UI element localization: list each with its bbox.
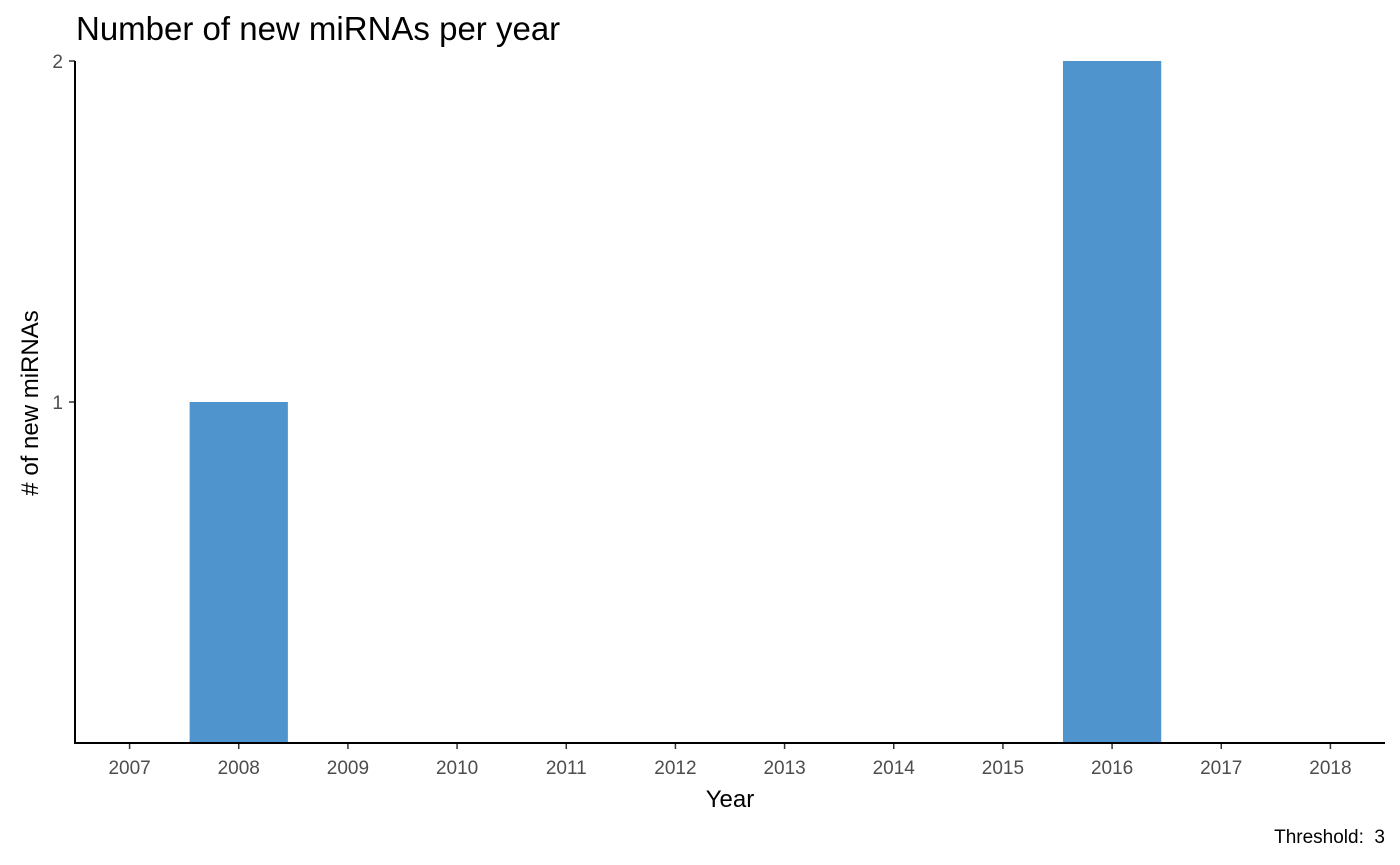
x-tick-label-2014: 2014 (873, 758, 916, 779)
bar-2016 (1062, 61, 1162, 743)
chart-title: Number of new miRNAs per year (76, 10, 560, 47)
x-tick-label-2018: 2018 (1309, 758, 1351, 779)
y-axis-ticks: 12 (52, 52, 75, 414)
x-tick-label-2009: 2009 (327, 758, 369, 779)
x-tick-label-2012: 2012 (654, 758, 696, 779)
x-tick-label-2013: 2013 (763, 758, 805, 779)
bars-group (189, 61, 1162, 743)
x-axis-title: Year (706, 786, 755, 813)
y-tick-label-2: 2 (52, 52, 63, 73)
x-tick-label-2007: 2007 (108, 758, 150, 779)
x-tick-label-2010: 2010 (436, 758, 478, 779)
x-tick-label-2011: 2011 (546, 758, 587, 779)
x-axis-ticks: 2007 2008 2009 2010 2011 2012 2013 2014 2015 2016… (108, 743, 1352, 779)
threshold-caption: Threshold: 3 (1274, 827, 1385, 848)
x-tick-label-2017: 2017 (1200, 758, 1242, 779)
y-tick-label-1: 1 (52, 393, 63, 414)
x-tick-label-2015: 2015 (982, 758, 1024, 779)
bar-2008 (189, 402, 288, 743)
x-tick-label-2016: 2016 (1091, 758, 1133, 779)
x-tick-label-2008: 2008 (218, 758, 260, 779)
y-axis-title: # of new miRNAs (17, 310, 44, 495)
